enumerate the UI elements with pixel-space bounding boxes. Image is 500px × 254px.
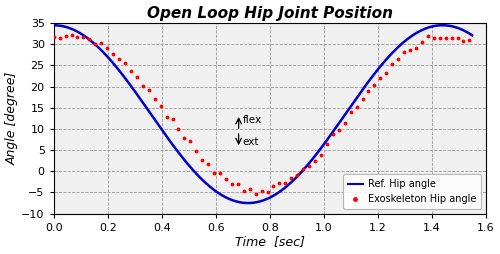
Text: ext: ext — [242, 137, 259, 147]
X-axis label: Time  [sec]: Time [sec] — [234, 235, 304, 248]
Text: flex: flex — [242, 116, 262, 125]
Title: Open Loop Hip Joint Position: Open Loop Hip Joint Position — [146, 6, 392, 21]
Legend: Ref. Hip angle, Exoskeleton Hip angle: Ref. Hip angle, Exoskeleton Hip angle — [343, 174, 481, 209]
Y-axis label: Angle [degree]: Angle [degree] — [6, 72, 18, 165]
